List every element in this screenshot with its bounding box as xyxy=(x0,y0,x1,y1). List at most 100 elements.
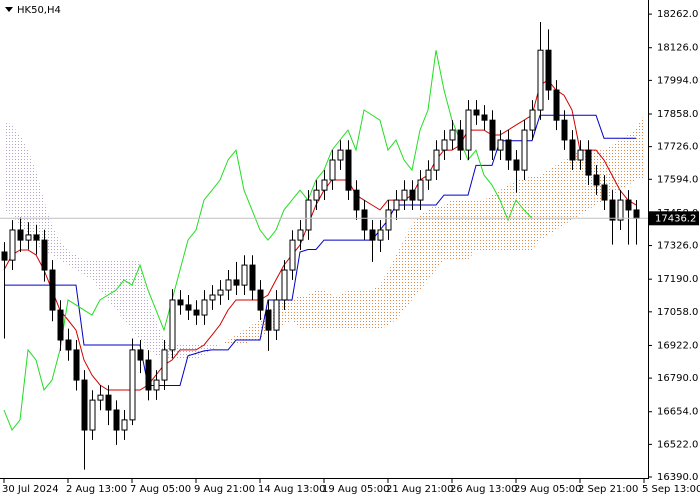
candle-body xyxy=(273,299,280,331)
cloud-segment xyxy=(36,170,44,251)
y-tick-label: 18126.0 xyxy=(657,43,698,54)
x-tick-label: 21 Aug 21:00 xyxy=(386,484,453,495)
last-price-label: 17436.2 xyxy=(655,213,696,224)
candle-body xyxy=(97,394,104,401)
cloud-segment xyxy=(500,185,508,251)
cloud-segment xyxy=(4,120,12,216)
candle-body xyxy=(313,189,320,201)
candle-body xyxy=(497,139,504,151)
candle-body xyxy=(193,309,200,316)
candle-body xyxy=(17,229,24,241)
cloud-segment xyxy=(212,344,220,350)
candle-body xyxy=(9,229,16,261)
cloud-segment xyxy=(460,200,468,261)
candle-body xyxy=(473,109,480,116)
candle-body xyxy=(297,229,304,241)
cloud-segment xyxy=(524,175,532,251)
y-tick-label: 17190.0 xyxy=(657,274,698,285)
chart-title: HK50,H4 xyxy=(17,5,61,16)
cloud-segment xyxy=(28,150,36,246)
cloud-segment xyxy=(188,344,196,361)
cloud-segment xyxy=(404,225,412,311)
candle-body xyxy=(185,304,192,311)
last-price-box xyxy=(649,211,699,226)
candle-body xyxy=(289,239,296,271)
candle-body xyxy=(105,394,112,411)
candle-body xyxy=(337,149,344,161)
candle-body xyxy=(113,409,120,431)
cloud-segment xyxy=(620,135,628,191)
candle-body xyxy=(521,129,528,171)
cloud-segment xyxy=(556,159,564,230)
candle-body xyxy=(305,199,312,231)
candle-body xyxy=(393,199,400,211)
candle-body xyxy=(489,119,496,151)
cloud-segment xyxy=(348,290,356,331)
candle-body xyxy=(81,379,88,431)
candle-body xyxy=(353,189,360,211)
y-tick-label: 16790.0 xyxy=(657,373,698,384)
candle-body xyxy=(433,149,440,171)
candle-body xyxy=(401,189,408,201)
candle-body xyxy=(265,309,272,331)
candle-body xyxy=(369,229,376,241)
cloud-segment xyxy=(540,170,548,241)
cloud-segment xyxy=(52,225,60,261)
candle-body xyxy=(73,349,80,381)
y-tick-label: 17726.0 xyxy=(657,142,698,153)
candle-body xyxy=(121,419,128,431)
candle-body xyxy=(49,269,56,311)
cloud-segment xyxy=(12,125,20,226)
candle-body xyxy=(553,89,560,121)
candle-body xyxy=(513,159,520,171)
candle-body xyxy=(465,109,472,151)
cloud-segment xyxy=(308,290,316,331)
cloud-segment xyxy=(372,285,380,331)
candle-body xyxy=(281,269,288,301)
y-tick-label: 17858.0 xyxy=(657,109,698,120)
y-tick-label: 17594.0 xyxy=(657,174,698,185)
cloud-segment xyxy=(564,155,572,226)
candle-body xyxy=(457,129,464,151)
cloud-segment xyxy=(236,330,244,345)
candle-body xyxy=(249,264,256,291)
cloud-segment xyxy=(364,290,372,331)
candle-body xyxy=(41,239,48,271)
indicator-line xyxy=(4,114,636,386)
cloud-segment xyxy=(572,150,580,221)
candle-body xyxy=(137,349,144,361)
cloud-segment xyxy=(444,200,452,261)
y-tick-label: 16922.0 xyxy=(657,340,698,351)
y-tick-label: 17058.0 xyxy=(657,307,698,318)
candle-body xyxy=(377,229,384,241)
cloud-segment xyxy=(108,260,116,311)
y-tick-label: 18262.0 xyxy=(657,9,698,20)
x-tick-label: 2 Sep 21:00 xyxy=(578,484,638,495)
cloud-segment xyxy=(140,260,148,350)
cloud-segment xyxy=(252,319,260,341)
cloud-segment xyxy=(548,165,556,235)
candle-body xyxy=(33,234,40,241)
candle-body xyxy=(201,299,208,316)
cloud-segment xyxy=(452,200,460,261)
candle-body xyxy=(257,289,264,311)
cloud-segment xyxy=(92,260,100,291)
cloud-segment xyxy=(332,295,340,331)
candle-body xyxy=(409,189,416,201)
candle-body xyxy=(385,209,392,231)
candle-body xyxy=(537,49,544,111)
y-tick-label: 16522.0 xyxy=(657,439,698,450)
candle-body xyxy=(529,109,536,131)
cloud-segment xyxy=(508,180,516,251)
cloud-segment xyxy=(284,299,292,325)
x-tick-label: 5 Sep 13:00 xyxy=(642,484,700,495)
candle-body xyxy=(241,264,248,286)
cloud-segment xyxy=(220,340,228,345)
cloud-segment xyxy=(356,290,364,331)
cloud-segment xyxy=(148,299,156,356)
menu-arrow[interactable] xyxy=(5,7,13,12)
candle-body xyxy=(321,179,328,191)
candle-body xyxy=(25,234,32,241)
